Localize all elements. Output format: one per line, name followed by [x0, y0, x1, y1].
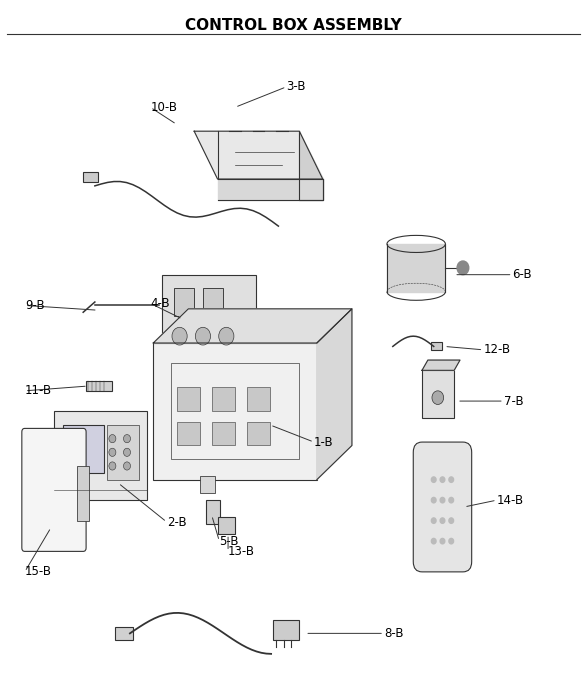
Circle shape [457, 261, 469, 274]
Bar [83, 172, 98, 182]
Circle shape [109, 462, 116, 470]
Polygon shape [299, 131, 323, 200]
Text: 8-B: 8-B [384, 627, 403, 640]
Text: 10-B: 10-B [150, 101, 177, 114]
Text: 14-B: 14-B [497, 494, 524, 507]
Bar [247, 422, 270, 445]
Circle shape [431, 539, 436, 544]
Bar [200, 476, 215, 493]
Bar [174, 288, 194, 316]
Polygon shape [387, 244, 446, 292]
Circle shape [109, 448, 116, 456]
Bar [212, 422, 235, 445]
Circle shape [440, 477, 445, 482]
Text: 6-B: 6-B [512, 268, 532, 281]
Circle shape [431, 497, 436, 503]
Circle shape [431, 518, 436, 523]
Bar [206, 500, 221, 524]
Circle shape [123, 434, 130, 442]
Text: 3-B: 3-B [286, 80, 306, 93]
Bar [203, 288, 224, 316]
Circle shape [449, 497, 454, 503]
Circle shape [195, 327, 211, 345]
Circle shape [440, 518, 445, 523]
Bar [162, 274, 255, 357]
Text: 2-B: 2-B [167, 515, 186, 528]
Polygon shape [317, 309, 352, 480]
Circle shape [431, 477, 436, 482]
Circle shape [172, 327, 187, 345]
Bar [171, 364, 299, 459]
Polygon shape [153, 309, 352, 343]
Bar [86, 381, 112, 391]
Bar [77, 466, 89, 521]
Text: 7-B: 7-B [504, 394, 524, 407]
Bar [270, 145, 299, 172]
Circle shape [109, 434, 116, 442]
Text: 4-B: 4-B [150, 297, 170, 310]
Bar [212, 388, 235, 412]
Text: 15-B: 15-B [25, 565, 52, 578]
Bar [115, 626, 133, 640]
Circle shape [449, 477, 454, 482]
Bar [63, 425, 104, 473]
Bar [273, 619, 299, 640]
FancyBboxPatch shape [413, 442, 472, 572]
Bar [177, 422, 200, 445]
Bar [431, 342, 443, 350]
Text: 11-B: 11-B [25, 384, 52, 397]
Text: 13-B: 13-B [228, 545, 255, 558]
Text: CONTROL BOX ASSEMBLY: CONTROL BOX ASSEMBLY [185, 18, 402, 33]
Polygon shape [194, 131, 323, 179]
Bar [422, 370, 454, 418]
Bar [177, 388, 200, 412]
Circle shape [219, 327, 234, 345]
Text: 12-B: 12-B [483, 343, 511, 356]
Text: 5-B: 5-B [220, 534, 239, 547]
Polygon shape [218, 179, 323, 200]
Circle shape [440, 539, 445, 544]
FancyBboxPatch shape [22, 428, 86, 552]
Bar [153, 343, 317, 480]
Circle shape [449, 539, 454, 544]
Circle shape [449, 518, 454, 523]
Bar [247, 388, 270, 412]
Circle shape [123, 462, 130, 470]
Bar [218, 517, 235, 534]
Circle shape [432, 391, 444, 405]
Text: 9-B: 9-B [25, 299, 45, 312]
Polygon shape [422, 360, 460, 370]
Circle shape [440, 497, 445, 503]
Bar [54, 412, 147, 500]
Bar [107, 425, 139, 480]
Text: 1-B: 1-B [314, 436, 333, 449]
Circle shape [123, 448, 130, 456]
